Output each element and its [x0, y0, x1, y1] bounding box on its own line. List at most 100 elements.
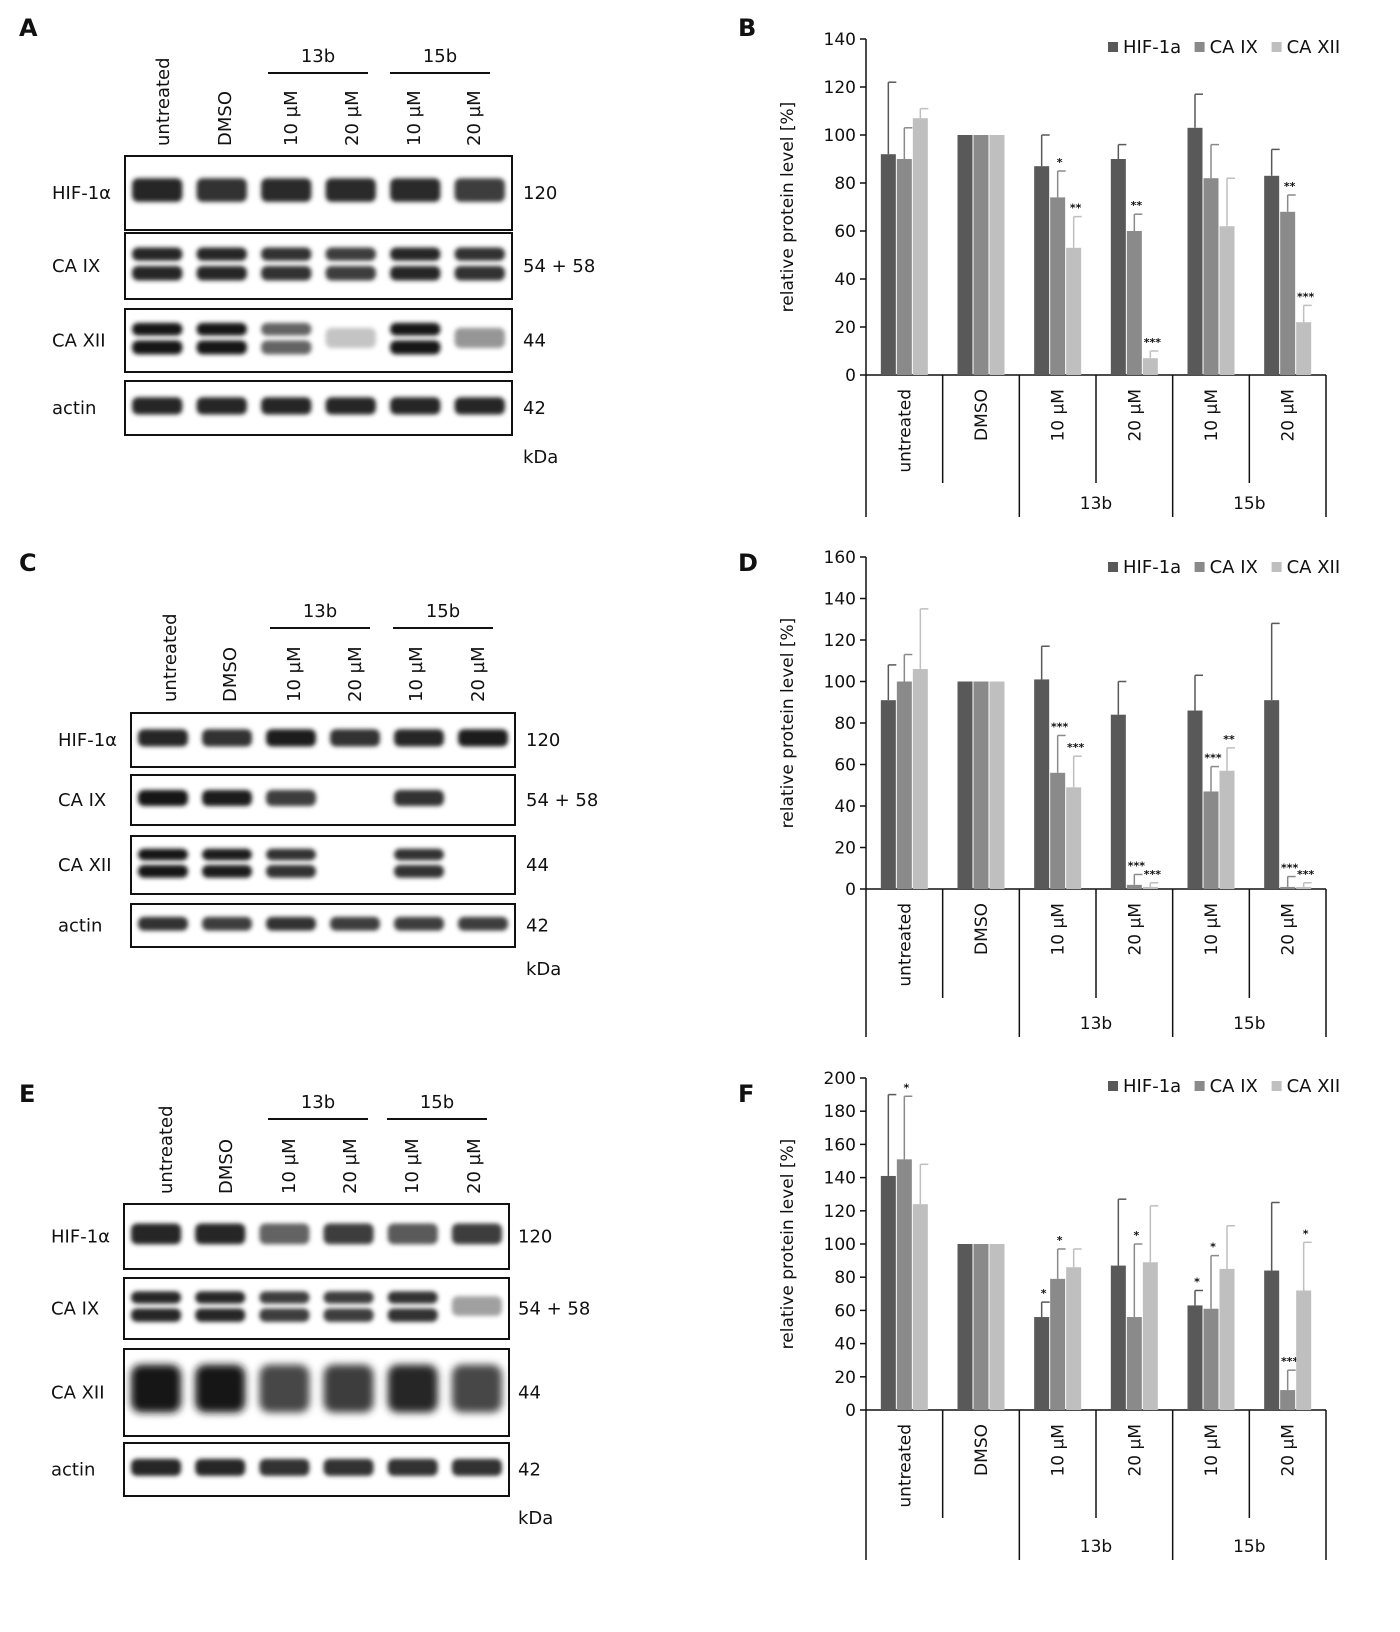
blot-row: CA XII 44: [58, 835, 549, 895]
blot-row: CA XII 44: [52, 308, 546, 373]
blot-frame: [130, 712, 516, 768]
blot-band: [325, 266, 376, 281]
y-tick-label: 160: [824, 548, 856, 568]
bar: [1296, 1290, 1312, 1410]
blot-band: [202, 865, 252, 878]
blot-band: [387, 1223, 438, 1245]
bar: [912, 669, 928, 889]
blot-band: [196, 397, 247, 415]
blot-band: [132, 247, 183, 261]
blot-lane-label: 10 µM: [284, 646, 305, 702]
bar: [957, 135, 973, 375]
y-tick-label: 100: [824, 673, 856, 693]
blot-lane-label: 20 µM: [345, 646, 366, 702]
blot-row-label: HIF-1α: [51, 1227, 110, 1248]
blot-panel-e: 13b 15b untreated DMSO 10 µM 20 µM 10 µM 20 µM H…: [51, 1092, 590, 1529]
panel-letter-c: C: [19, 549, 37, 577]
legend-swatch: [1108, 1081, 1118, 1091]
blot-lane-label: 20 µM: [464, 1138, 485, 1194]
bar: [912, 118, 928, 375]
blot-kda-label: 120: [523, 183, 557, 204]
significance-mark: *: [903, 1081, 909, 1094]
y-tick-label: 160: [824, 1135, 856, 1155]
bar-charts: 0 20 40 60 80 100 120 140 relative protein level…: [778, 30, 1340, 1560]
legend-entry: CA XII: [1287, 557, 1341, 578]
bar: [1110, 159, 1126, 375]
blot-band: [195, 1308, 246, 1322]
blot-band: [196, 178, 247, 202]
blot-row-label: actin: [58, 916, 102, 937]
significance-mark: *: [1133, 1229, 1139, 1242]
bar: [1050, 772, 1066, 889]
bar: [1066, 247, 1082, 375]
significance-mark: **: [1284, 180, 1296, 193]
legend-swatch: [1271, 562, 1282, 572]
blot-band: [394, 848, 444, 861]
y-tick-label: 80: [834, 714, 856, 734]
x-group-label: 13b: [1080, 1014, 1112, 1034]
blot-row-label: HIF-1α: [52, 183, 111, 204]
blot-band: [323, 1308, 374, 1322]
x-tick-label: 20 µM: [1279, 1424, 1299, 1477]
x-tick-label: 10 µM: [1202, 1424, 1222, 1477]
blot-band: [325, 178, 376, 202]
blot-lane-label: untreated: [156, 1105, 177, 1194]
blot-row: CA IX 54 + 58: [58, 774, 598, 826]
blot-band: [261, 178, 312, 202]
bar: [957, 1244, 973, 1410]
blot-frame: [124, 308, 513, 373]
blot-band: [195, 1458, 246, 1476]
legend-swatch: [1194, 42, 1205, 52]
blot-frame: [123, 1203, 510, 1270]
blot-band: [266, 848, 316, 861]
blot-panel-c: 13b 15b untreated DMSO 10 µM 20 µM 10 µM 20 µM H…: [58, 601, 598, 980]
bar: [1264, 175, 1280, 375]
blot-band: [325, 397, 376, 415]
significance-mark: *: [1057, 156, 1063, 169]
blot-band: [394, 790, 444, 806]
blot-row-label: CA IX: [52, 256, 100, 277]
blot-band: [387, 1291, 438, 1304]
x-tick-label: DMSO: [972, 1424, 992, 1476]
bar: [896, 159, 912, 375]
y-tick-label: 40: [834, 1335, 856, 1355]
x-group-label: 15b: [1233, 494, 1265, 514]
blot-lane-label: 10 µM: [404, 90, 425, 146]
bar: [1187, 710, 1203, 889]
x-tick-label: untreated: [895, 1424, 915, 1508]
legend-entry: CA IX: [1210, 37, 1258, 58]
blot-unit-label: kDa: [526, 959, 561, 980]
blot-lane-label: 10 µM: [406, 646, 427, 702]
blot-band: [323, 1223, 374, 1245]
bar: [1050, 1278, 1066, 1410]
blot-band: [325, 327, 376, 349]
blot-row-label: CA XII: [51, 1383, 105, 1404]
blot-band: [323, 1291, 374, 1304]
blot-band: [259, 1308, 310, 1322]
blot-band: [323, 1458, 374, 1476]
y-tick-label: 200: [824, 1069, 856, 1089]
x-tick-label: 10 µM: [1049, 389, 1069, 442]
panel-letter-b: B: [738, 14, 756, 42]
bar: [1296, 886, 1312, 889]
blot-lane-label: DMSO: [220, 647, 241, 702]
panel-letter-f: F: [738, 1080, 754, 1108]
blot-treatment-label: 15b: [420, 1092, 454, 1113]
blot-band: [138, 865, 188, 878]
x-tick-label: 10 µM: [1202, 389, 1222, 442]
blot-band: [266, 865, 316, 878]
blot-kda-label: 44: [523, 331, 546, 352]
legend-entry: HIF-1a: [1123, 37, 1181, 58]
bar: [896, 1159, 912, 1410]
panel-letter-a: A: [19, 14, 38, 42]
y-tick-label: 140: [824, 1169, 856, 1189]
y-tick-label: 0: [845, 366, 856, 386]
blot-band: [196, 266, 247, 281]
blot-band: [451, 1223, 502, 1245]
bar: [880, 154, 896, 375]
significance-mark: *: [1194, 1275, 1200, 1288]
blot-lane-label: 20 µM: [464, 90, 485, 146]
x-tick-label: 10 µM: [1049, 903, 1069, 956]
y-tick-label: 0: [845, 1401, 856, 1421]
blot-band: [266, 916, 316, 931]
